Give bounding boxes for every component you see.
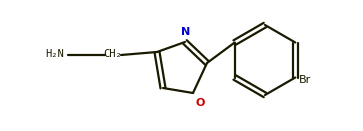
Text: N: N bbox=[182, 27, 191, 37]
Text: O: O bbox=[196, 98, 205, 108]
Text: CH₂: CH₂ bbox=[103, 49, 122, 59]
Text: H₂N: H₂N bbox=[46, 49, 64, 59]
Text: Br: Br bbox=[299, 75, 311, 84]
